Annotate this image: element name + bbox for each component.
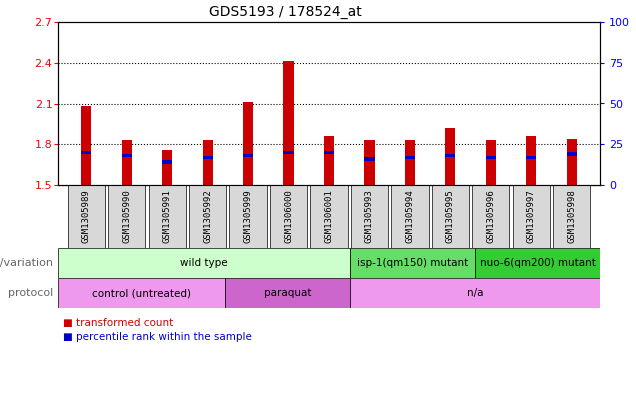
Bar [432,185,469,248]
Bar [405,156,415,159]
Bar [81,106,92,185]
Text: isp-1(qm150) mutant: isp-1(qm150) mutant [357,258,468,268]
Bar [225,278,350,308]
Text: GSM1306001: GSM1306001 [324,190,333,243]
Text: GDS5193 / 178524_at: GDS5193 / 178524_at [209,5,362,19]
Text: genotype/variation: genotype/variation [0,258,53,268]
Bar [472,185,509,248]
Text: ■ transformed count: ■ transformed count [63,318,173,328]
Bar [149,185,186,248]
Bar [58,248,350,278]
Bar [243,102,253,185]
Bar [58,278,225,308]
Text: ■ percentile rank within the sample: ■ percentile rank within the sample [63,332,252,342]
Bar [284,61,294,185]
Bar [284,151,294,154]
Text: GSM1305995: GSM1305995 [446,190,455,243]
Bar [189,185,226,248]
Bar [567,152,577,156]
Text: GSM1305993: GSM1305993 [365,190,374,243]
Bar [203,156,212,159]
Bar [324,136,334,185]
Bar [351,185,388,248]
Bar [391,185,429,248]
Bar [121,154,132,157]
Text: GSM1305989: GSM1305989 [82,190,91,243]
Bar [350,278,600,308]
Bar [553,185,590,248]
Text: control (untreated): control (untreated) [92,288,191,298]
Bar [67,185,105,248]
Text: wild type: wild type [180,258,228,268]
Bar [310,185,348,248]
Text: nuo-6(qm200) mutant: nuo-6(qm200) mutant [480,258,595,268]
Bar [486,140,496,185]
Bar [243,154,253,157]
Bar [350,248,475,278]
Bar [526,156,536,159]
Bar [445,154,455,157]
Text: GSM1305991: GSM1305991 [163,190,172,243]
Bar [513,185,550,248]
Bar [81,151,92,154]
Text: paraquat: paraquat [263,288,311,298]
Bar [121,140,132,185]
Bar [445,128,455,185]
Bar [364,140,375,185]
Text: GSM1305990: GSM1305990 [122,190,131,243]
Text: GSM1305998: GSM1305998 [567,190,576,243]
Text: GSM1305996: GSM1305996 [487,190,495,243]
Bar [526,136,536,185]
Bar [486,156,496,159]
Bar [270,185,307,248]
Bar [203,140,212,185]
Bar [162,150,172,185]
Bar [475,248,600,278]
Text: GSM1305992: GSM1305992 [203,190,212,243]
Text: GSM1306000: GSM1306000 [284,190,293,243]
Bar [230,185,266,248]
Bar [324,151,334,154]
Bar [405,140,415,185]
Text: GSM1305994: GSM1305994 [405,190,415,243]
Bar [567,139,577,185]
Bar [364,157,375,161]
Text: protocol: protocol [8,288,53,298]
Bar [108,185,146,248]
Text: GSM1305997: GSM1305997 [527,190,536,243]
Bar [162,160,172,164]
Text: GSM1305999: GSM1305999 [244,190,252,243]
Text: n/a: n/a [467,288,483,298]
